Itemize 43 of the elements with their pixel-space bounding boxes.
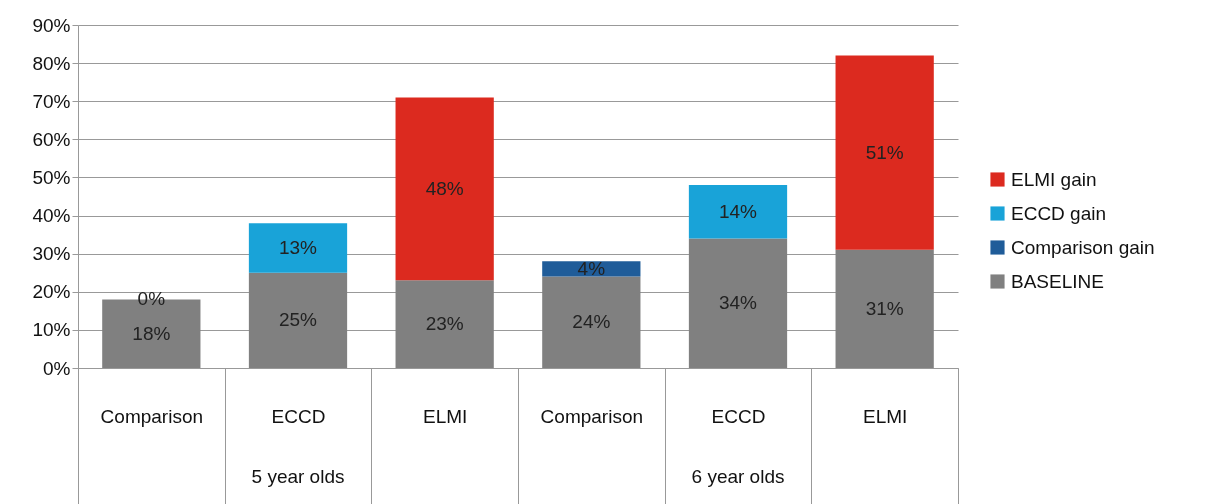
text: 5 year olds — [251, 466, 345, 487]
y-tick-label: 10% — [32, 319, 71, 341]
y-tick-label: 30% — [32, 243, 71, 265]
bar — [688, 185, 788, 239]
bar — [835, 249, 934, 368]
data-label: 31% — [865, 297, 904, 319]
legend-label: ECCD gain — [1011, 202, 1107, 224]
data-label: 23% — [425, 313, 464, 335]
bar — [395, 280, 494, 368]
data-label: 14% — [718, 200, 758, 222]
y-tick-label: 50% — [32, 166, 71, 188]
y-tick-label: 40% — [32, 205, 71, 227]
bar — [542, 276, 641, 368]
legend-label: BASELINE — [1011, 270, 1104, 292]
y-tick-label: 70% — [32, 90, 71, 112]
bar — [248, 272, 348, 368]
bar — [688, 238, 788, 368]
x-tick-label: Comparison — [100, 405, 204, 427]
data-label: 24% — [572, 311, 611, 333]
data-label: 18% — [132, 322, 171, 344]
data-label: 13% — [278, 236, 318, 258]
y-tick-label: 60% — [32, 128, 71, 150]
bar — [395, 97, 494, 281]
y-tick-label: 90% — [32, 14, 71, 36]
legend-label: ELMI gain — [1011, 168, 1097, 190]
text: 6 year olds — [691, 466, 785, 487]
data-label: 4% — [577, 257, 606, 279]
y-tick-label: 0% — [43, 357, 71, 379]
data-label: 51% — [865, 141, 904, 163]
x-tick-label: ECCD — [271, 405, 326, 427]
bar — [835, 55, 934, 250]
data-label: 34% — [718, 292, 758, 314]
x-tick-label: Comparison — [540, 405, 644, 427]
legend-label: Comparison gain — [1011, 236, 1155, 258]
x-tick-label: ELMI — [422, 405, 468, 427]
bar — [248, 223, 348, 273]
data-label: 25% — [278, 309, 318, 331]
bar — [542, 261, 641, 277]
data-label: 48% — [425, 177, 464, 199]
y-tick-label: 80% — [32, 52, 71, 74]
x-tick-label: ELMI — [862, 405, 908, 427]
y-tick-label: 20% — [32, 281, 71, 303]
x-tick-label: ECCD — [711, 405, 766, 427]
